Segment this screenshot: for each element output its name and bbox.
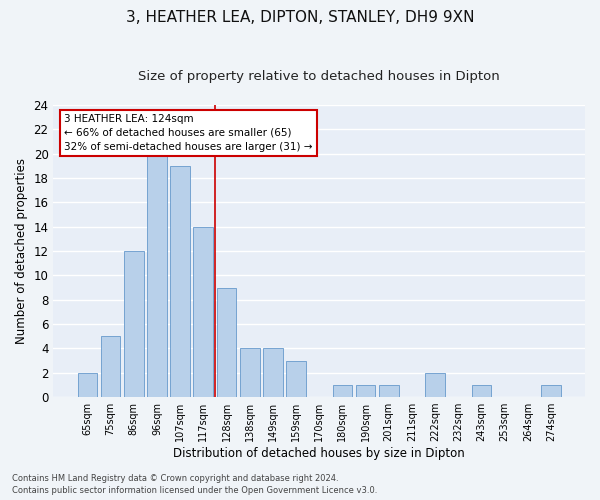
Bar [101,336,121,397]
Text: 3, HEATHER LEA, DIPTON, STANLEY, DH9 9XN: 3, HEATHER LEA, DIPTON, STANLEY, DH9 9XN [126,10,474,25]
Bar [541,385,561,397]
Bar [286,360,306,397]
Text: Contains HM Land Registry data © Crown copyright and database right 2024.
Contai: Contains HM Land Registry data © Crown c… [12,474,377,495]
Bar [170,166,190,397]
Bar [193,226,213,397]
Bar [263,348,283,397]
Bar [425,372,445,397]
Bar [379,385,398,397]
Bar [77,372,97,397]
Bar [217,288,236,397]
Bar [147,154,167,397]
Bar [124,251,143,397]
Y-axis label: Number of detached properties: Number of detached properties [15,158,28,344]
X-axis label: Distribution of detached houses by size in Dipton: Distribution of detached houses by size … [173,447,465,460]
Bar [356,385,376,397]
Text: 3 HEATHER LEA: 124sqm
← 66% of detached houses are smaller (65)
32% of semi-deta: 3 HEATHER LEA: 124sqm ← 66% of detached … [64,114,313,152]
Bar [240,348,260,397]
Bar [472,385,491,397]
Title: Size of property relative to detached houses in Dipton: Size of property relative to detached ho… [139,70,500,83]
Bar [332,385,352,397]
